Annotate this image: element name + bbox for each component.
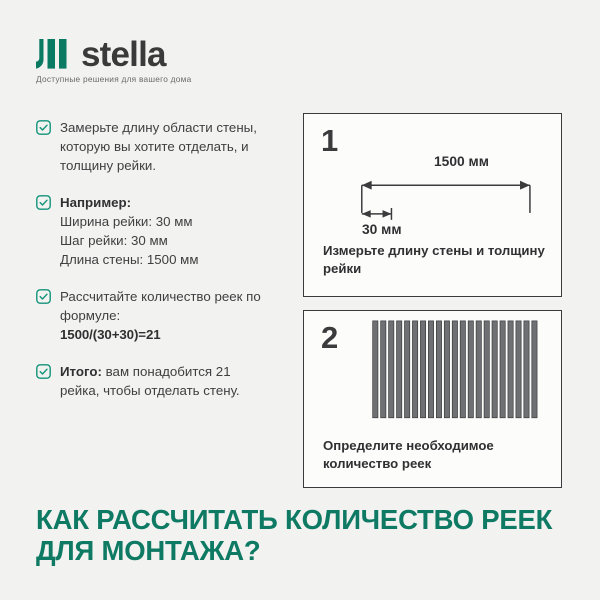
logo-wordmark: stella <box>81 35 167 74</box>
list-item-text: Итого: вам понадобится 21 рейка, чтобы о… <box>60 362 272 400</box>
list-item-text: Например: Ширина рейки: 30 мм Шаг рейки:… <box>60 193 198 269</box>
slat <box>475 320 482 419</box>
step-panel-1: 1 1500 мм 30 мм Измерьте длину стены и т… <box>303 113 562 297</box>
example-label: Например: <box>60 195 132 210</box>
dimension-label-short: 30 мм <box>362 222 402 237</box>
page-headline: Как рассчитать количество реек для монта… <box>36 504 553 566</box>
list-item: Например: Ширина рейки: 30 мм Шаг рейки:… <box>36 193 272 269</box>
example-line: Шаг рейки: 30 мм <box>60 233 168 248</box>
calculate-text: Рассчитайте количество реек по формуле: <box>60 289 261 323</box>
logo-row: stella <box>36 33 356 74</box>
slat <box>372 320 379 419</box>
example-line: Ширина рейки: 30 мм <box>60 214 193 229</box>
total-label: Итого: <box>60 364 102 379</box>
slat <box>507 320 514 419</box>
slat <box>380 320 387 419</box>
total-text: вам понадобится 21 рейка, чтобы отделать… <box>60 364 240 398</box>
brand-logo: stella Доступные решения для вашего дома <box>36 33 356 84</box>
step-number: 2 <box>321 320 339 355</box>
list-item: Рассчитайте количество реек по формуле: … <box>36 287 272 344</box>
dimension-label-long: 1500 мм <box>434 154 489 169</box>
check-square-icon <box>36 289 51 304</box>
formula-text: 1500/(30+30)=21 <box>60 327 161 342</box>
example-line: Длина стены: 1500 мм <box>60 252 199 267</box>
slat <box>435 320 442 419</box>
checklist: Замерьте длину области стены, которую вы… <box>36 118 272 400</box>
logo-tagline: Доступные решения для вашего дома <box>36 74 192 84</box>
list-item-text: Замерьте длину области стены, которую вы… <box>60 120 257 173</box>
list-item-text: Рассчитайте количество реек по формуле: … <box>60 287 272 344</box>
slat <box>515 320 522 419</box>
slat <box>396 320 403 419</box>
slat <box>388 320 395 419</box>
slat <box>531 320 538 419</box>
slat <box>443 320 450 419</box>
check-square-icon <box>36 120 51 135</box>
list-item: Итого: вам понадобится 21 рейка, чтобы о… <box>36 362 272 400</box>
list-item: Замерьте длину области стены, которую вы… <box>36 118 272 175</box>
slat <box>428 320 434 419</box>
slat <box>451 320 458 419</box>
slat <box>459 320 466 419</box>
slat <box>499 320 506 419</box>
slat <box>483 320 490 419</box>
step-caption: Измерьте длину стены и толщину рейки <box>323 243 545 276</box>
three-bars-mark-icon <box>36 39 67 69</box>
slat <box>523 320 530 419</box>
slat <box>420 320 427 419</box>
step-caption: Определите необходимое количество реек <box>323 438 494 471</box>
step-number: 1 <box>321 123 339 158</box>
step-panel-2: 2 Определите необходимое количество реек <box>303 310 562 488</box>
slat <box>491 320 498 419</box>
slat <box>467 320 474 419</box>
slat <box>404 320 411 419</box>
slat <box>412 320 419 419</box>
check-square-icon <box>36 364 51 379</box>
check-square-icon <box>36 195 51 210</box>
